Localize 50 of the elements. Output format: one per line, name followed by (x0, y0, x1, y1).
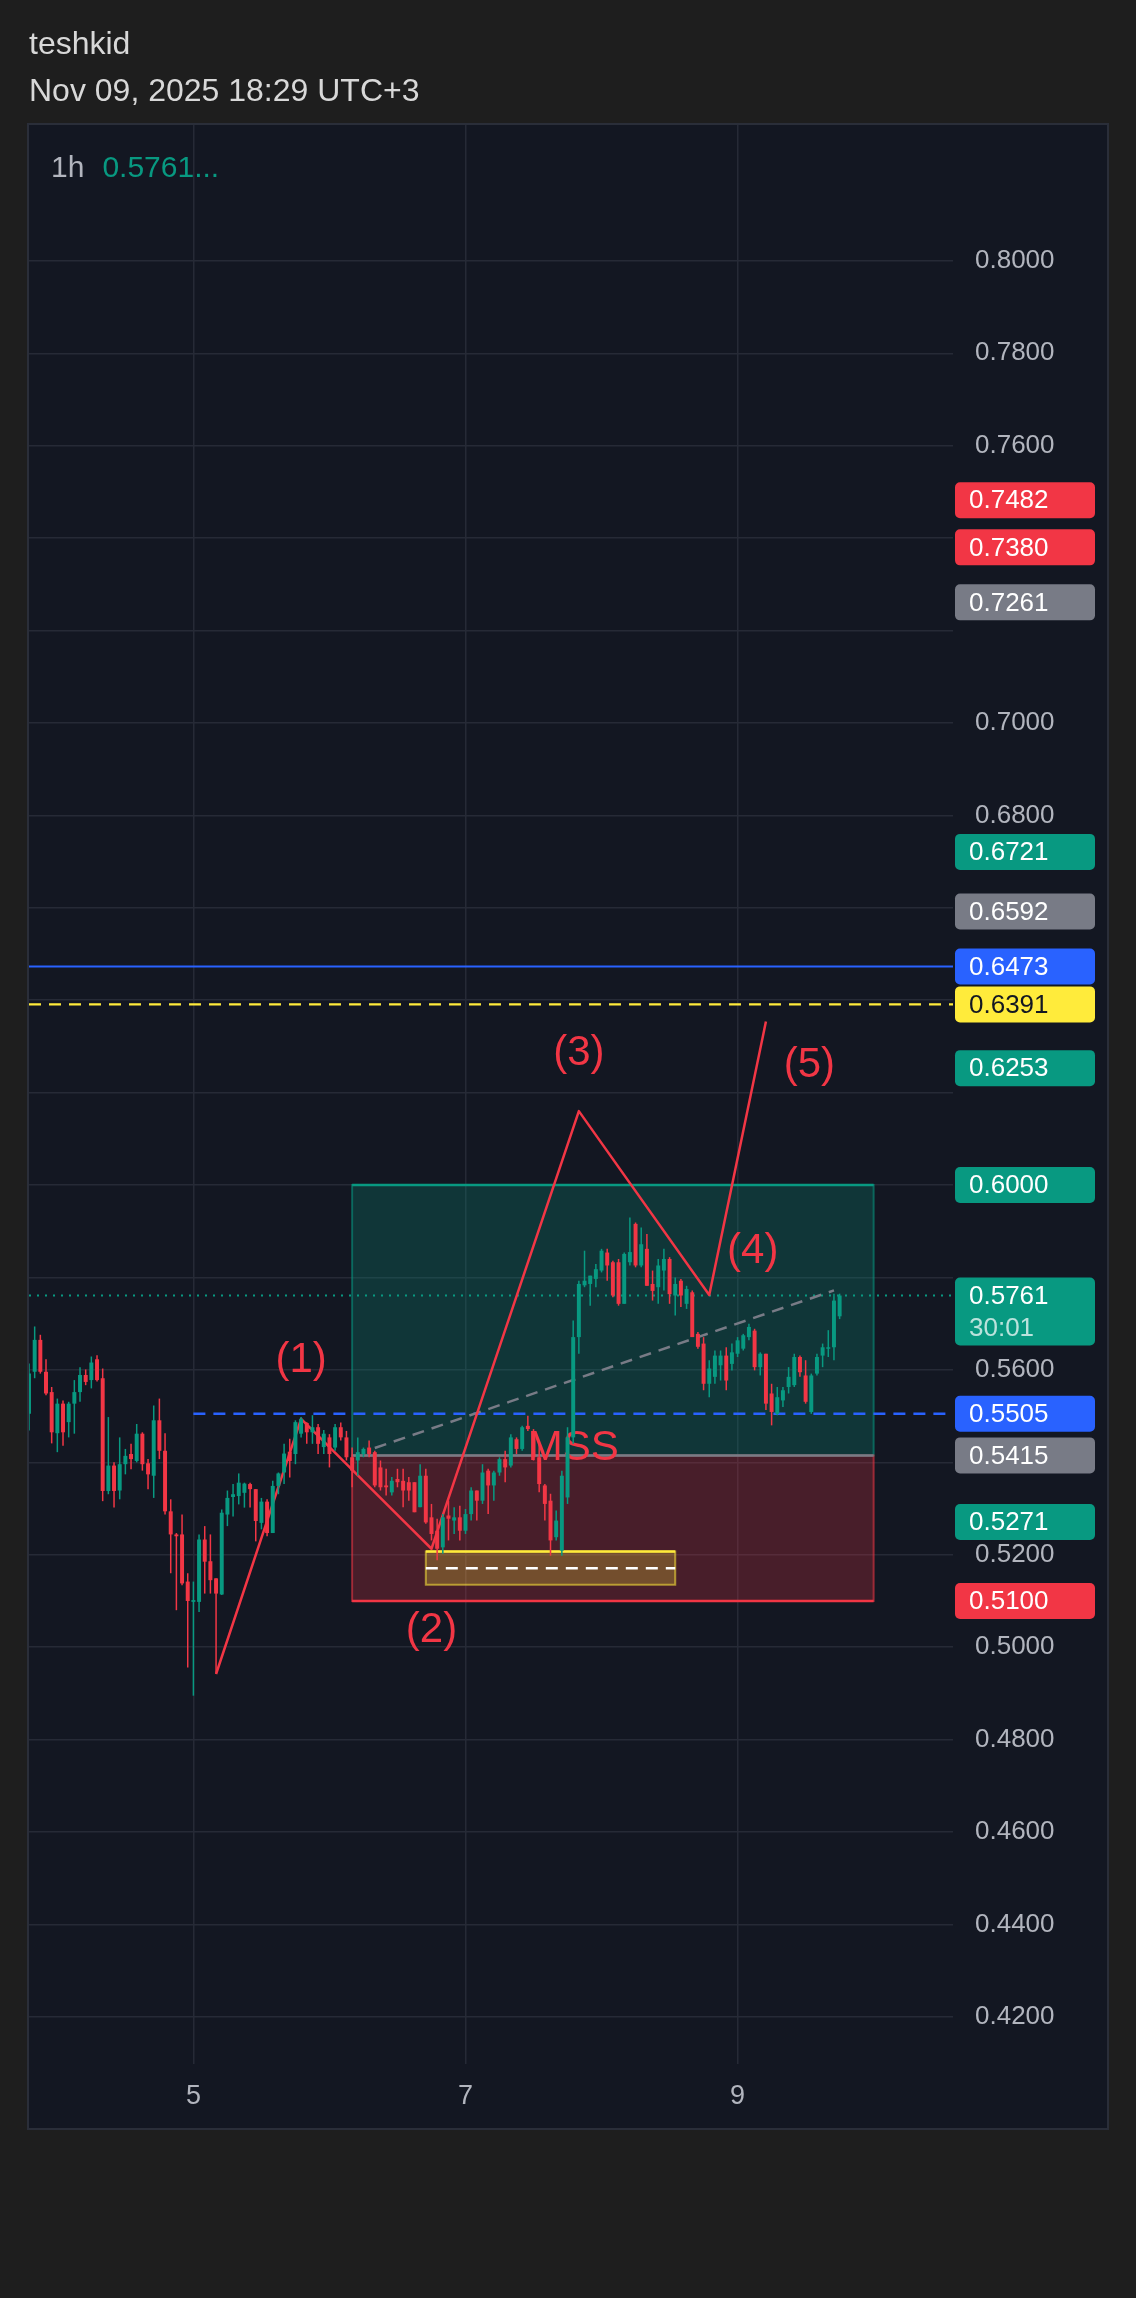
x-tick-label: 9 (730, 2079, 746, 2110)
candlestick (486, 1468, 491, 1515)
candlestick (231, 1484, 236, 1517)
y2-tick-label: 0.7380 (969, 531, 1049, 562)
candlestick (129, 1443, 134, 1470)
annotation: (3) (553, 1026, 605, 1074)
candlestick (503, 1450, 508, 1483)
y-tick-label: 0.4800 (975, 1722, 1055, 1753)
text: 1h (51, 150, 85, 183)
y-tick-label: 0.7600 (975, 428, 1055, 459)
annotation: (2) (405, 1604, 458, 1652)
candlestick (452, 1507, 457, 1534)
y2-tick-label: 0.6000 (969, 1169, 1049, 1200)
y-tick-label: 0.4400 (975, 1907, 1055, 1938)
y2-tick-label: 0.5100 (969, 1585, 1049, 1616)
x-tick-label: 7 (457, 2079, 474, 2110)
candlestick (525, 1415, 530, 1431)
text: 0.5761... (102, 150, 220, 183)
y2-tick-label: 0.5271 (969, 1506, 1049, 1537)
ref-line-label: 0.6473 (969, 950, 1049, 981)
y-tick-label: 0.5200 (975, 1537, 1055, 1568)
y2-tick-label: 0.6253 (969, 1052, 1049, 1083)
candlestick (661, 1248, 666, 1291)
annotation: (5) (783, 1038, 836, 1086)
text: Nov 09, 2025 18:29 UTC+3 (29, 71, 420, 110)
y2-tick-label: 0.5505 (969, 1397, 1049, 1428)
ref-line-label: 0.6391 (969, 988, 1049, 1019)
y-tick-label: 0.4600 (975, 1815, 1055, 1846)
ref-line-label: 0.5761 30:01 (969, 1279, 1049, 1342)
y2-tick-label: 0.7482 (969, 484, 1049, 515)
y-tick-label: 0.7800 (975, 336, 1055, 367)
y2-tick-label: 0.5415 (969, 1439, 1049, 1470)
y-tick-label: 0.8000 (975, 244, 1055, 275)
text: teshkid (29, 24, 132, 63)
annotation: (1) (275, 1334, 327, 1382)
y-tick-label: 0.4200 (975, 2000, 1055, 2031)
candlestick (248, 1482, 253, 1508)
y-tick-label: 0.6800 (975, 798, 1055, 829)
y-tick-label: 0.5600 (975, 1353, 1055, 1384)
y-tick-label: 0.7000 (975, 706, 1055, 737)
y2-tick-label: 0.6721 (969, 836, 1049, 867)
candlestick (384, 1468, 389, 1496)
y2-tick-label: 0.7261 (969, 586, 1049, 617)
candlestick (401, 1468, 406, 1508)
x-tick-label: 5 (185, 2079, 201, 2110)
candlestick (287, 1438, 292, 1478)
annotation: (4) (727, 1225, 779, 1273)
y-tick-label: 0.5000 (975, 1630, 1055, 1661)
candlestick (627, 1217, 632, 1266)
y2-tick-label: 0.6592 (969, 895, 1049, 926)
